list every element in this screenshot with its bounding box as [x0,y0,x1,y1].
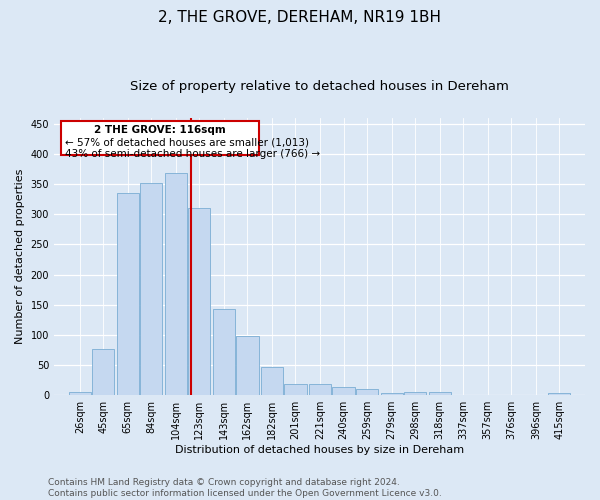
Bar [140,183,163,395]
Text: 43% of semi-detached houses are larger (766) →: 43% of semi-detached houses are larger (… [65,150,320,160]
Bar [428,392,451,395]
Bar [500,394,522,395]
Bar [356,389,378,395]
Text: Contains HM Land Registry data © Crown copyright and database right 2024.
Contai: Contains HM Land Registry data © Crown c… [48,478,442,498]
Text: 2, THE GROVE, DEREHAM, NR19 1BH: 2, THE GROVE, DEREHAM, NR19 1BH [158,10,442,25]
Bar [69,392,91,395]
Text: ← 57% of detached houses are smaller (1,013): ← 57% of detached houses are smaller (1,… [65,138,309,148]
Bar [309,384,331,395]
FancyBboxPatch shape [61,121,259,155]
Bar [548,394,571,395]
Text: 2 THE GROVE: 116sqm: 2 THE GROVE: 116sqm [94,126,226,136]
X-axis label: Distribution of detached houses by size in Dereham: Distribution of detached houses by size … [175,445,464,455]
Bar [188,208,211,395]
Bar [261,368,283,395]
Bar [117,193,139,395]
Bar [476,394,499,395]
Bar [452,394,474,395]
Bar [236,336,259,395]
Bar [284,384,307,395]
Title: Size of property relative to detached houses in Dereham: Size of property relative to detached ho… [130,80,509,93]
Bar [165,172,187,395]
Bar [213,309,235,395]
Bar [92,350,115,395]
Bar [332,388,355,395]
Bar [404,392,426,395]
Bar [525,394,547,395]
Y-axis label: Number of detached properties: Number of detached properties [15,169,25,344]
Bar [380,394,403,395]
